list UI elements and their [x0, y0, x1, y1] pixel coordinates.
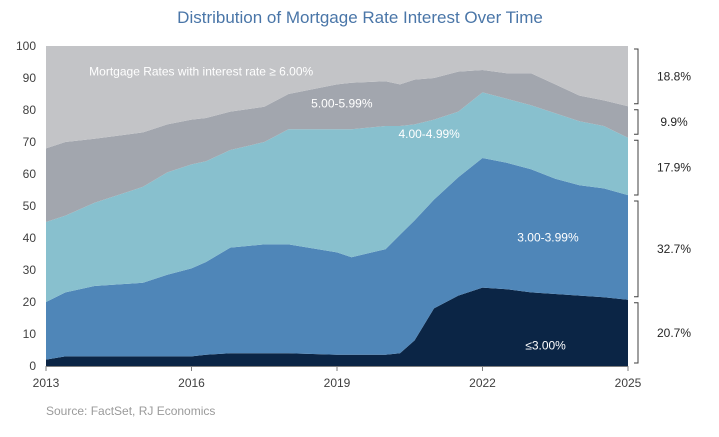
- series-label-4-00-4-99: 4.00-4.99%: [398, 127, 460, 141]
- y-tick-label: 100: [16, 39, 36, 53]
- series-labels-group: ≤3.00% 3.00-3.99% 4.00-4.99% 5.00-5.99% Mort…: [89, 65, 579, 353]
- share-label: 20.7%: [657, 326, 691, 340]
- x-tick-label: 2022: [469, 376, 496, 390]
- y-tick-label: 50: [23, 199, 37, 213]
- share-label: 9.9%: [660, 115, 688, 129]
- area-series-1: [46, 287, 628, 366]
- share-bracket: [634, 302, 639, 364]
- x-tick-label: 2025: [615, 376, 642, 390]
- y-tick-label: 90: [23, 71, 37, 85]
- y-tick-label: 10: [23, 327, 37, 341]
- area-series-group: [46, 46, 628, 366]
- y-tick-label: 40: [23, 231, 37, 245]
- x-tick-label: 2019: [324, 376, 351, 390]
- area-series-5: [46, 46, 628, 149]
- series-label-3-00: ≤3.00%: [525, 339, 566, 353]
- area-series-4: [46, 70, 628, 222]
- y-tick-label: 30: [23, 263, 37, 277]
- share-brackets-group: 20.7% 32.7% 17.9% 9.9% 18.8%: [634, 48, 691, 364]
- share-bracket: [634, 48, 639, 105]
- series-label-mortgage-rates-with-interest-rate-6-00: Mortgage Rates with interest rate ≥ 6.00…: [89, 65, 313, 79]
- source-note: Source: FactSet, RJ Economics: [46, 404, 215, 418]
- share-bracket: [634, 200, 639, 298]
- y-tick-label: 80: [23, 103, 37, 117]
- share-label: 18.8%: [657, 69, 691, 83]
- share-label: 32.7%: [657, 242, 691, 256]
- share-bracket: [634, 139, 639, 196]
- share-label: 17.9%: [657, 161, 691, 175]
- series-label-5-00-5-99: 5.00-5.99%: [311, 97, 373, 111]
- area-series-3: [46, 92, 628, 303]
- series-label-3-00-3-99: 3.00-3.99%: [517, 230, 579, 244]
- area-series-2: [46, 158, 628, 360]
- y-tick-label: 70: [23, 135, 37, 149]
- chart-title: Distribution of Mortgage Rate Interest O…: [177, 8, 543, 27]
- axes-group: 0 10 20 30 40 50 60 70 80 90 100 2013 2016 2019 2022 20…: [16, 39, 642, 390]
- y-tick-label: 60: [23, 167, 37, 181]
- x-tick-label: 2013: [33, 376, 60, 390]
- x-tick-label: 2016: [178, 376, 205, 390]
- y-tick-label: 0: [29, 359, 36, 373]
- share-bracket: [634, 109, 639, 135]
- y-tick-label: 20: [23, 295, 37, 309]
